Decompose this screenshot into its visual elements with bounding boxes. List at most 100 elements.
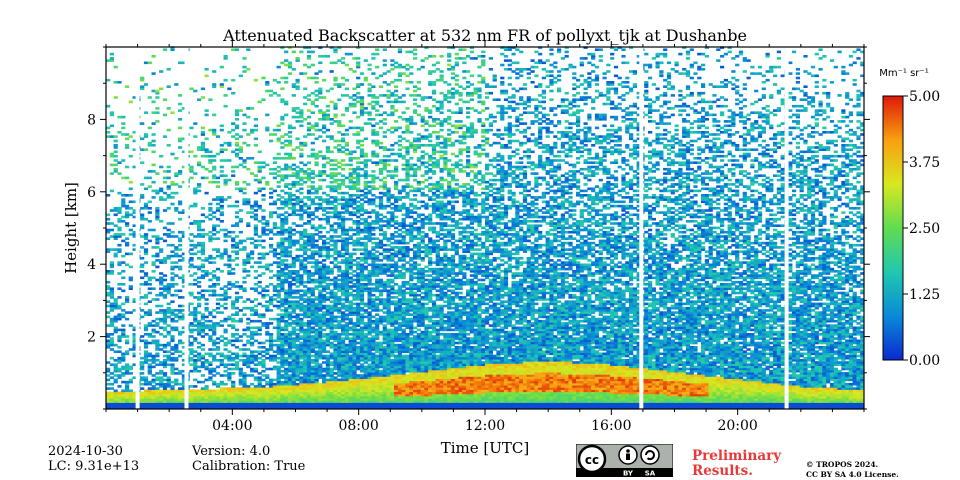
- heatmap-cell: [234, 141, 240, 145]
- heatmap-cell: [117, 315, 122, 319]
- heatmap-cell: [333, 315, 338, 319]
- heatmap-cell: [359, 293, 365, 297]
- heatmap-cell: [359, 194, 365, 197]
- heatmap-cell: [280, 348, 285, 351]
- heatmap-cell: [246, 322, 251, 325]
- heatmap-cell: [121, 126, 126, 130]
- heatmap-cell: [261, 396, 266, 399]
- heatmap-cell: [363, 343, 368, 347]
- heatmap-cell: [166, 385, 171, 388]
- heatmap-cell: [212, 322, 217, 325]
- heatmap-cell: [337, 211, 342, 214]
- heatmap-cell: [197, 319, 202, 323]
- heatmap-cell: [250, 387, 255, 390]
- heatmap-cell: [234, 215, 240, 219]
- heatmap-cell: [348, 365, 353, 369]
- heatmap-cell: [162, 170, 168, 173]
- heatmap-cell: [348, 280, 353, 284]
- heatmap-cell: [197, 163, 202, 167]
- heatmap-cell: [174, 315, 179, 319]
- heatmap-cell: [234, 250, 240, 253]
- heatmap-cell: [113, 319, 118, 323]
- heatmap-cell: [363, 324, 368, 327]
- heatmap-cell: [359, 267, 365, 271]
- heatmap-cell: [363, 328, 368, 332]
- heatmap-cell: [280, 278, 285, 282]
- heatmap-cell: [212, 356, 217, 360]
- heatmap-cell: [359, 248, 365, 251]
- heatmap-cell: [106, 291, 111, 295]
- heatmap-cell: [310, 361, 315, 364]
- heatmap-cell: [310, 176, 315, 180]
- heatmap-cell: [371, 180, 376, 184]
- heatmap-cell: [322, 404, 327, 408]
- heatmap-cell: [219, 170, 224, 173]
- heatmap-cell: [272, 285, 277, 288]
- heatmap-cell: [227, 270, 232, 273]
- heatmap-cell: [215, 402, 221, 406]
- heatmap-cell: [113, 365, 118, 369]
- heatmap-cell: [181, 209, 186, 212]
- heatmap-cell: [276, 207, 281, 210]
- heatmap-cell: [212, 333, 217, 336]
- heatmap-cell: [155, 402, 160, 406]
- heatmap-cell: [276, 285, 281, 288]
- heatmap-cell: [223, 263, 228, 267]
- heatmap-cell: [325, 278, 330, 282]
- heatmap-cell: [197, 346, 202, 349]
- heatmap-cell: [337, 382, 342, 386]
- heatmap-cell: [359, 111, 365, 114]
- heatmap-cell: [162, 391, 168, 395]
- heatmap-cell: [269, 202, 274, 206]
- heatmap-cell: [295, 239, 300, 243]
- heatmap-cell: [147, 144, 152, 147]
- heatmap-cell: [344, 391, 349, 395]
- heatmap-cell: [287, 213, 293, 217]
- heatmap-cell: [178, 239, 183, 243]
- heatmap-cell: [253, 287, 258, 290]
- heatmap-cell: [287, 341, 293, 345]
- heatmap-cell: [356, 161, 361, 164]
- heatmap-cell: [348, 152, 353, 156]
- heatmap-cell: [231, 259, 236, 262]
- heatmap-cell: [371, 222, 376, 225]
- heatmap-cell: [170, 369, 175, 373]
- heatmap-cell: [295, 174, 300, 177]
- heatmap-cell: [375, 380, 380, 384]
- heatmap-cell: [147, 341, 152, 345]
- heatmap-cell: [303, 348, 308, 351]
- heatmap-cell: [303, 263, 308, 267]
- heatmap-cell: [234, 111, 240, 114]
- heatmap-cell: [367, 324, 372, 327]
- heatmap-cell: [303, 211, 308, 214]
- heatmap-cell: [246, 348, 251, 351]
- heatmap-cell: [337, 400, 342, 403]
- heatmap-cell: [318, 354, 323, 358]
- heatmap-cell: [280, 335, 285, 338]
- heatmap-cell: [181, 382, 186, 386]
- heatmap-cell: [265, 183, 270, 186]
- heatmap-cell: [170, 293, 175, 297]
- heatmap-cell: [272, 367, 277, 371]
- heatmap-cell: [352, 376, 357, 379]
- heatmap-cell: [117, 217, 122, 221]
- heatmap-cell: [253, 402, 258, 406]
- heatmap-cell: [303, 369, 308, 373]
- heatmap-cell: [284, 406, 289, 410]
- heatmap-cell: [352, 213, 357, 217]
- heatmap-cell: [359, 339, 365, 343]
- heatmap-cell: [314, 328, 319, 332]
- heatmap-cell: [128, 213, 133, 217]
- heatmap-cell: [291, 309, 296, 312]
- heatmap-cell: [371, 404, 376, 408]
- heatmap-cell: [155, 259, 160, 262]
- heatmap-cell: [287, 376, 293, 379]
- heatmap-cell: [322, 350, 327, 353]
- heatmap-cell: [155, 120, 160, 123]
- heatmap-cell: [337, 187, 342, 191]
- heatmap-cell: [352, 298, 357, 301]
- heatmap-cell: [356, 359, 361, 362]
- heatmap-cell: [363, 76, 368, 80]
- heatmap-cell: [269, 230, 274, 234]
- heatmap-cell: [208, 289, 213, 293]
